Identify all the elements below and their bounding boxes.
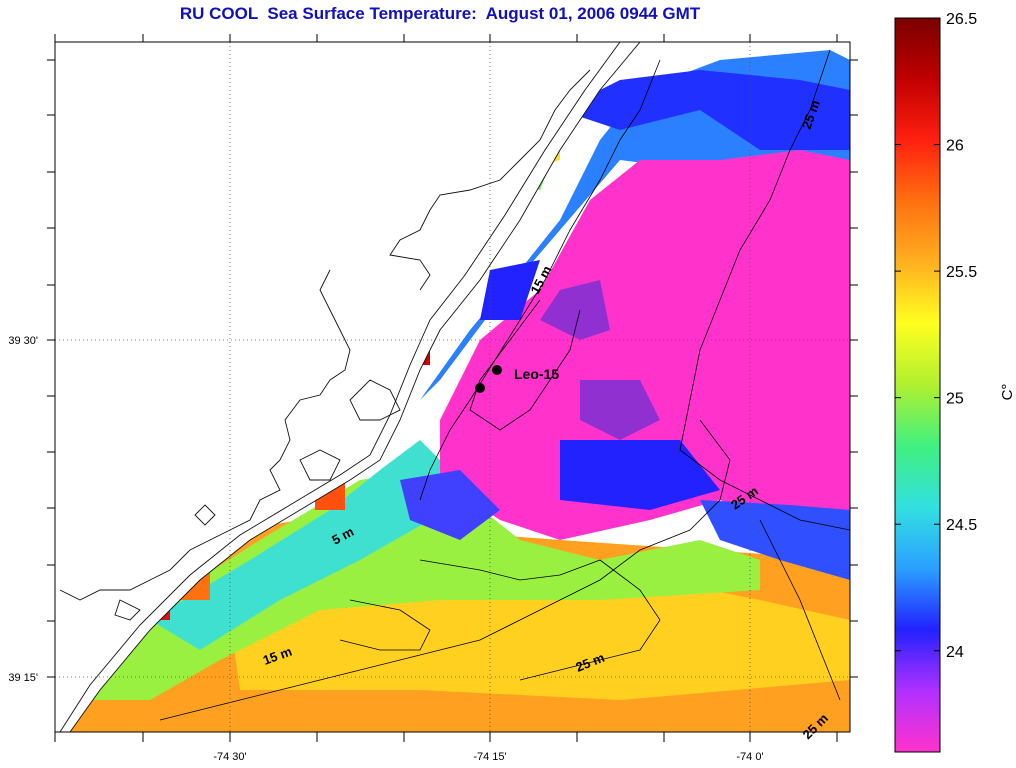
- sst-blue-patch: [560, 440, 720, 510]
- sst-field: [55, 42, 850, 732]
- sst-blue-zone: [560, 70, 850, 150]
- colorbar-unit: C°: [999, 384, 1016, 401]
- colorbar-tick-label: 24: [946, 644, 964, 661]
- colorbar-tick-label: 26: [946, 138, 964, 155]
- sst-green-zone: [80, 470, 760, 700]
- lat-label: 39 15': [8, 672, 38, 684]
- isobath-contours: [159, 49, 850, 721]
- colorbar-tick-label: 25: [946, 391, 964, 408]
- sst-blue-patch-4: [700, 500, 850, 580]
- colorbar-tick-label: 26.5: [946, 11, 977, 28]
- station-marker[interactable]: [475, 383, 485, 393]
- lon-label: -74 0': [736, 751, 763, 763]
- grid-lines: [55, 42, 850, 732]
- colorbar-scale: [894, 17, 941, 753]
- station-marker[interactable]: [492, 365, 502, 375]
- sst-cyan-zone: [150, 440, 450, 650]
- sst-blue-patch-2: [400, 470, 500, 540]
- sst-blue-patch-3: [480, 260, 540, 320]
- sst-purple-patch-2: [580, 380, 660, 440]
- sst-purple-patch: [540, 280, 610, 340]
- lon-label: -74 30': [213, 751, 246, 763]
- coastline: [59, 42, 641, 732]
- lat-label: 39 30': [8, 335, 38, 347]
- tick-labels: -74 30' -74 15' -74 0' 39 30' 39 15': [8, 335, 763, 763]
- colorbar-tick-label: 24.5: [946, 517, 977, 534]
- map-frame: [54, 41, 851, 733]
- axis-ticks: [47, 34, 858, 742]
- sst-pink-zone: [440, 150, 850, 540]
- map-title: RU COOL Sea Surface Temperature: August …: [179, 4, 701, 23]
- lon-label: -74 15': [473, 751, 506, 763]
- station-label: Leo-15: [514, 366, 559, 382]
- colorbar-ticks: 26.5 26 25.5 25 24.5 24: [895, 11, 977, 661]
- land-mainland-bayfill: [55, 42, 560, 600]
- colorbar-tick-label: 25.5: [946, 264, 977, 281]
